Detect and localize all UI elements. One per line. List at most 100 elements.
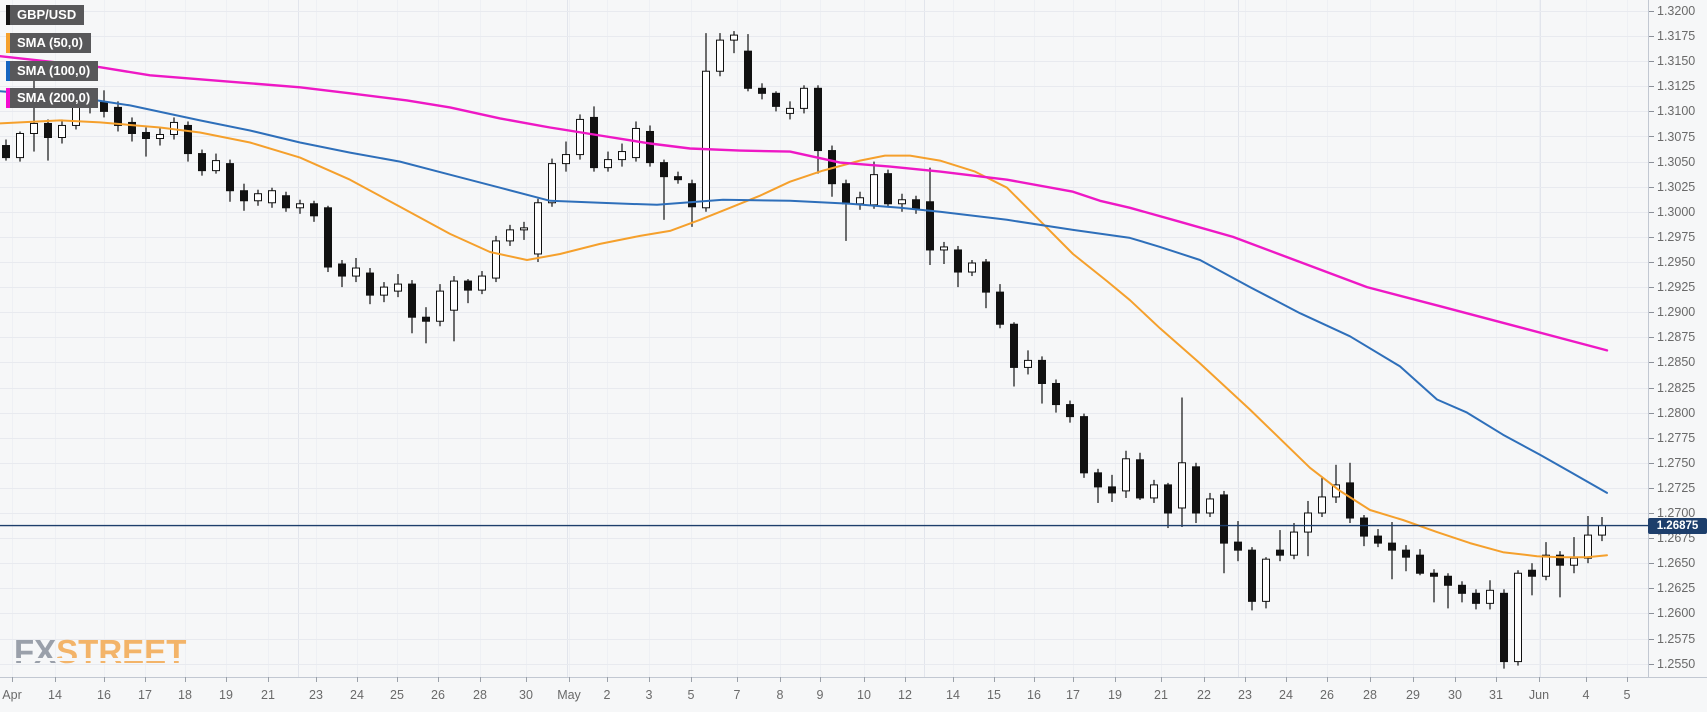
candle	[548, 158, 556, 207]
candle	[408, 280, 416, 334]
candle	[1094, 468, 1102, 503]
candle	[352, 257, 360, 283]
date-label: 24	[350, 688, 364, 702]
date-label: 16	[1027, 688, 1041, 702]
price-label: 1.2875	[1657, 330, 1696, 345]
candle	[1248, 547, 1256, 611]
candle	[1556, 551, 1564, 598]
date-label: 19	[219, 688, 233, 702]
candle	[1374, 529, 1382, 548]
legend-item-symbol[interactable]: GBP/USD	[6, 5, 85, 25]
date-label: 17	[1066, 688, 1080, 702]
candle	[520, 221, 528, 240]
candle	[268, 187, 276, 208]
date-label: 26	[431, 688, 445, 702]
candle	[716, 33, 724, 77]
candle	[1416, 549, 1424, 576]
sma50-line	[0, 119, 1608, 559]
current-price-badge: 1.26875	[1648, 517, 1707, 534]
candle	[1598, 517, 1606, 542]
candle	[464, 279, 472, 304]
date-label: 16	[97, 688, 111, 702]
candle	[1192, 462, 1200, 524]
candle	[436, 284, 444, 327]
candle	[1430, 569, 1438, 603]
date-label: 18	[178, 688, 192, 702]
candle	[58, 119, 66, 144]
candle	[1080, 413, 1088, 478]
candle	[1318, 477, 1326, 518]
candle	[1570, 537, 1578, 574]
candle	[1458, 581, 1466, 603]
price-label: 1.2550	[1657, 656, 1696, 671]
candle	[212, 153, 220, 174]
candle	[1038, 356, 1046, 404]
date-label: 26	[1320, 688, 1334, 702]
candle	[1500, 589, 1508, 669]
candle	[996, 284, 1004, 329]
candle	[1276, 530, 1284, 562]
candle	[940, 241, 948, 265]
candle	[660, 159, 668, 220]
legend-item-sma50[interactable]: SMA (50,0)	[6, 33, 91, 53]
date-label: 7	[733, 688, 741, 702]
candle	[1178, 397, 1186, 528]
candle	[478, 271, 486, 295]
candle	[1108, 474, 1116, 502]
date-label: Jun	[1528, 688, 1550, 702]
date-label: 4	[1582, 688, 1590, 702]
candle	[702, 33, 710, 212]
legend-symbol-label: GBP/USD	[10, 5, 85, 25]
legend-sma50-label: SMA (50,0)	[10, 33, 91, 53]
price-label: 1.2600	[1657, 606, 1696, 621]
date-label: 10	[857, 688, 871, 702]
price-label: 1.3050	[1657, 154, 1696, 169]
price-label: 1.2850	[1657, 355, 1696, 370]
candle	[1514, 570, 1522, 666]
candle	[1220, 490, 1228, 574]
date-label: 9	[816, 688, 824, 702]
candle	[156, 128, 164, 146]
candle	[1472, 589, 1480, 610]
candle	[772, 91, 780, 112]
candle	[1206, 492, 1214, 518]
price-label: 1.2975	[1657, 229, 1696, 244]
candle	[240, 183, 248, 211]
candle	[534, 198, 542, 262]
date-label: 21	[261, 688, 275, 702]
candle	[870, 161, 878, 209]
candle	[338, 259, 346, 288]
sma100-line	[0, 90, 1608, 494]
price-label: 1.3175	[1657, 29, 1696, 44]
price-label: 1.2950	[1657, 255, 1696, 269]
candle	[1402, 545, 1410, 572]
candle	[142, 127, 150, 157]
date-label: 21	[1154, 688, 1168, 702]
legend-item-sma200[interactable]: SMA (200,0)	[6, 88, 99, 108]
candle	[394, 274, 402, 298]
candle	[380, 282, 388, 303]
candle	[1360, 515, 1368, 547]
price-label: 1.2675	[1657, 531, 1696, 546]
candle	[100, 90, 108, 118]
candle	[646, 125, 654, 167]
legend-sma100-label: SMA (100,0)	[10, 61, 99, 81]
candle	[1234, 521, 1242, 562]
date-label: 23	[309, 688, 323, 702]
candle	[618, 143, 626, 167]
candle	[674, 171, 682, 184]
candle	[730, 31, 738, 54]
date-label: 15	[987, 688, 1001, 702]
candle	[744, 34, 752, 92]
candle	[198, 149, 206, 176]
date-label: 28	[473, 688, 487, 702]
candle	[912, 195, 920, 214]
candle	[1150, 479, 1158, 503]
date-label: 3	[645, 688, 653, 702]
legend-item-sma100[interactable]: SMA (100,0)	[6, 61, 99, 81]
fxstreet-logo: FXSTREET	[14, 635, 186, 668]
candle	[506, 224, 514, 246]
candle	[282, 191, 290, 212]
